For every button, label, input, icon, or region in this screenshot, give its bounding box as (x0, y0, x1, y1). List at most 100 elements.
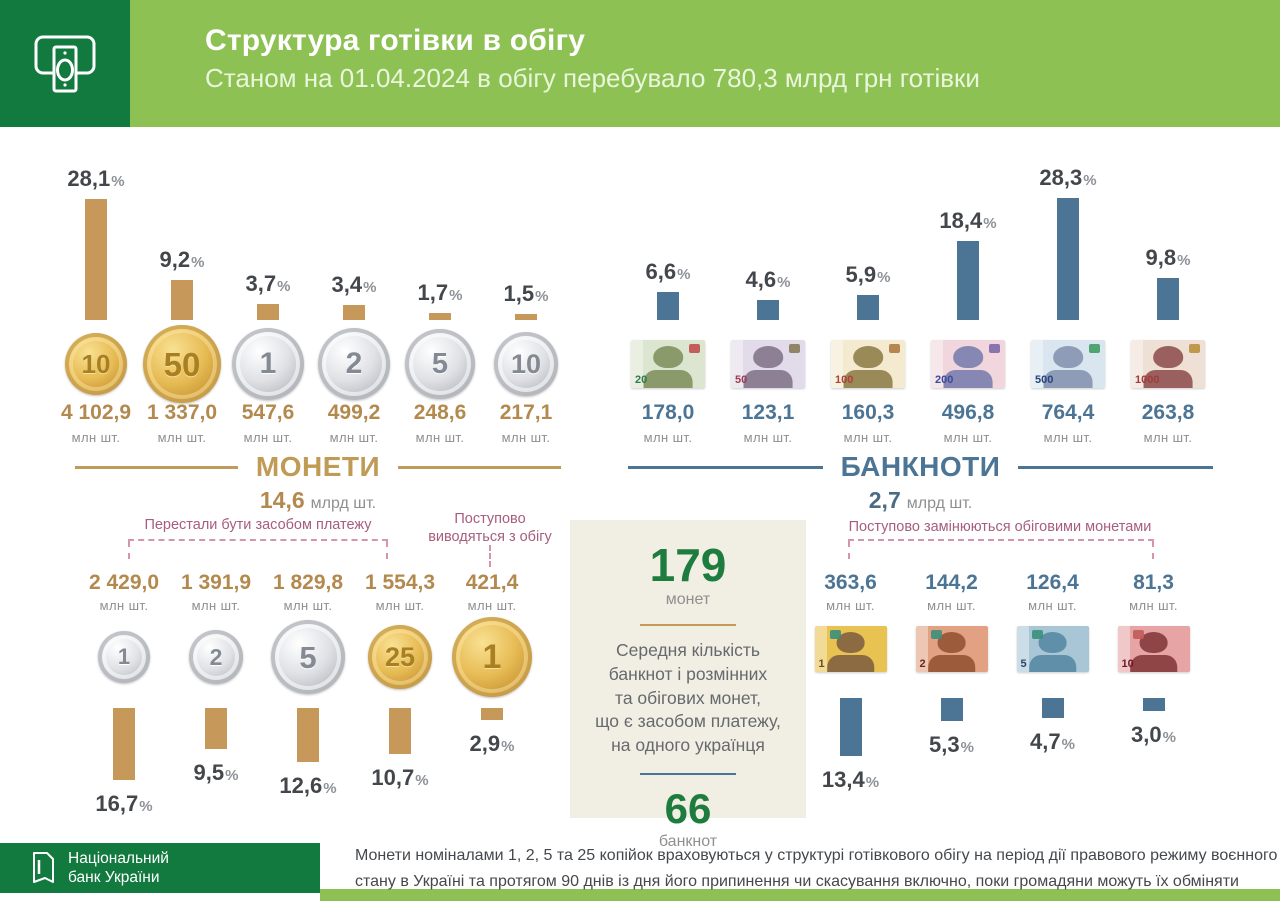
annotation-coins-withdrawn: Перестали бути засобом платежу (144, 517, 372, 533)
average-description: Середня кількість банкнот і розмінних та… (595, 640, 781, 756)
banknote-accent (1089, 344, 1100, 353)
percent-label: 9,8% (1146, 245, 1191, 270)
percent-label: 9,2% (160, 247, 205, 272)
coins-section-label: МОНЕТИ (255, 451, 381, 482)
portrait-silhouette-shoulders (1028, 654, 1077, 672)
count-value: 764,4 (1041, 401, 1095, 424)
count-unit: млн шт. (191, 598, 241, 613)
banknote-stripe (1016, 626, 1029, 672)
footer-green-strip (320, 889, 1280, 901)
chart-column: 4,6% 50 123,1 млн шт. (718, 140, 818, 445)
coin-image-50: 50 (143, 325, 221, 403)
count-value: 263,8 (1141, 401, 1195, 424)
portrait-silhouette-head (653, 346, 683, 369)
percent-label: 3,0% (1131, 722, 1176, 747)
banknote-accent (1132, 630, 1144, 639)
coin-image-10: 10 (65, 333, 127, 395)
banknote-denomination: 1000 (1135, 374, 1160, 386)
percent-value: 3,0 (1131, 722, 1162, 747)
banknote-denomination: 50 (735, 374, 748, 386)
portrait-silhouette-head (1139, 631, 1168, 654)
percent-label: 10,7% (371, 765, 428, 790)
value-bar (343, 305, 365, 320)
count-unit: млн шт. (1129, 598, 1178, 613)
coins-total-value: 14,6 (259, 487, 305, 513)
portrait-silhouette-shoulders (826, 654, 875, 672)
banknote-denomination: 10 (1121, 658, 1134, 670)
coin-denomination: 1 (259, 347, 277, 380)
bracket-paper-notes (848, 539, 1154, 561)
footer-note-line1: Монети номіналами 1, 2, 5 та 25 копійок … (355, 847, 1278, 864)
value-bar (429, 313, 451, 320)
value-bar (957, 241, 979, 320)
count-value: 123,1 (741, 401, 795, 424)
coin-image-2: 2 (318, 328, 390, 400)
banknote-denomination: 5 (1020, 658, 1027, 670)
banknote-accent (1189, 344, 1200, 353)
coin-denomination: 1 (482, 638, 502, 676)
count-value: 126,4 (1026, 571, 1079, 594)
percent-label: 28,3% (1039, 165, 1097, 190)
value-bar (171, 280, 193, 320)
coin-image-1: 1 (232, 328, 304, 400)
section-title-banknotes: БАНКНОТИ (628, 450, 1214, 484)
value-bar (481, 708, 503, 720)
coin-denomination: 2 (209, 643, 223, 670)
percent-sign: % (1083, 171, 1097, 189)
percent-label: 5,9% (846, 262, 891, 287)
value-bar (940, 698, 963, 721)
portrait-silhouette-head (1053, 346, 1083, 369)
banknote-image-10: 10 (1117, 626, 1190, 672)
chart-banknotes-circulation: 6,6% 20 178,0 млн шт. 4,6% 50 123,1 млн шт. 5,9%… (618, 140, 1218, 445)
chart-column: 13,4% 1 363,6 млн шт. (800, 560, 901, 840)
coin-denomination: 1 (117, 644, 131, 669)
footer-note: Монети номіналами 1, 2, 5 та 25 копійок … (355, 843, 1278, 895)
chart-column: 9,8% 1000 263,8 млн шт. (1118, 140, 1218, 445)
nbu-logo-badge: Національний банк України (0, 843, 320, 893)
banknote-image-1000: 1000 (1131, 340, 1205, 388)
count-value: 421,4 (465, 571, 519, 594)
coin-denomination: 25 (384, 641, 416, 672)
portrait-silhouette-head (1153, 346, 1183, 369)
percent-value: 9,5 (193, 760, 225, 785)
divider-line (640, 624, 736, 626)
percent-value: 18,4 (939, 207, 983, 233)
percent-label: 4,6% (746, 267, 791, 292)
percent-sign: % (865, 774, 880, 791)
percent-label: 9,5% (193, 760, 239, 785)
percent-sign: % (960, 739, 974, 756)
portrait-silhouette-head (836, 631, 865, 654)
count-unit: млн шт. (243, 430, 293, 445)
chart-column: 9,5% 2 1 391,9 млн шт. (170, 560, 262, 840)
value-bar (389, 708, 411, 754)
percent-label: 1,5% (504, 281, 549, 306)
portrait-silhouette-head (1038, 631, 1067, 654)
tick-coin-phase-out (489, 545, 491, 567)
banknote-denomination: 2 (919, 658, 926, 670)
coin-image-25: 25 (368, 625, 432, 689)
nbu-name-line1: Національний (68, 849, 169, 867)
percent-value: 6,6 (645, 258, 677, 284)
banknotes-total-value: 2,7 (868, 487, 901, 513)
count-unit: млн шт. (71, 430, 121, 445)
count-unit: млн шт. (843, 430, 893, 445)
banknote-image-200: 200 (931, 340, 1005, 388)
count-unit: млн шт. (643, 430, 693, 445)
count-value: 248,6 (413, 401, 467, 424)
coin-image-1: 1 (452, 617, 532, 697)
portrait-silhouette-shoulders (843, 369, 893, 388)
value-bar (205, 708, 227, 749)
percent-sign: % (1177, 251, 1191, 269)
banknote-image-50: 50 (731, 340, 805, 388)
percent-label: 5,3% (929, 732, 974, 757)
banknote-image-5: 5 (1016, 626, 1089, 672)
percent-value: 1,7 (417, 279, 449, 305)
coin-image-10: 10 (494, 332, 558, 396)
chart-column: 3,4% 2 499,2 млн шт. (311, 140, 397, 445)
value-bar (1057, 198, 1079, 320)
chart-column: 28,3% 500 764,4 млн шт. (1018, 140, 1118, 445)
count-value: 1 554,3 (364, 571, 436, 594)
banknote-accent (930, 630, 942, 639)
coin-denomination: 10 (81, 349, 111, 379)
